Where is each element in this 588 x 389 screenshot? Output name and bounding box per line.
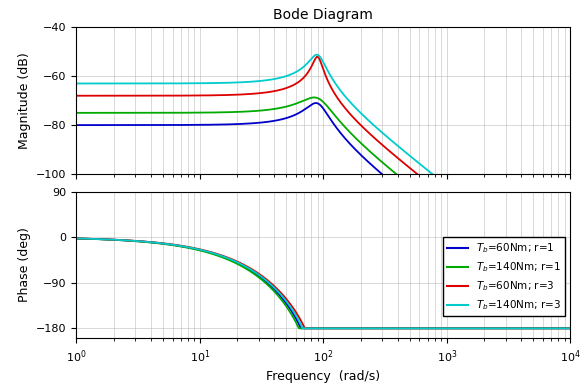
X-axis label: Frequency  (rad/s): Frequency (rad/s) <box>266 370 380 383</box>
Legend: $T_b$=60Nm; r=1, $T_b$=140Nm; r=1, $T_b$=60Nm; r=3, $T_b$=140Nm; r=3: $T_b$=60Nm; r=1, $T_b$=140Nm; r=1, $T_b$… <box>443 237 565 316</box>
Y-axis label: Phase (deg): Phase (deg) <box>18 228 31 303</box>
Title: Bode Diagram: Bode Diagram <box>273 8 373 22</box>
Y-axis label: Magnitude (dB): Magnitude (dB) <box>18 52 31 149</box>
